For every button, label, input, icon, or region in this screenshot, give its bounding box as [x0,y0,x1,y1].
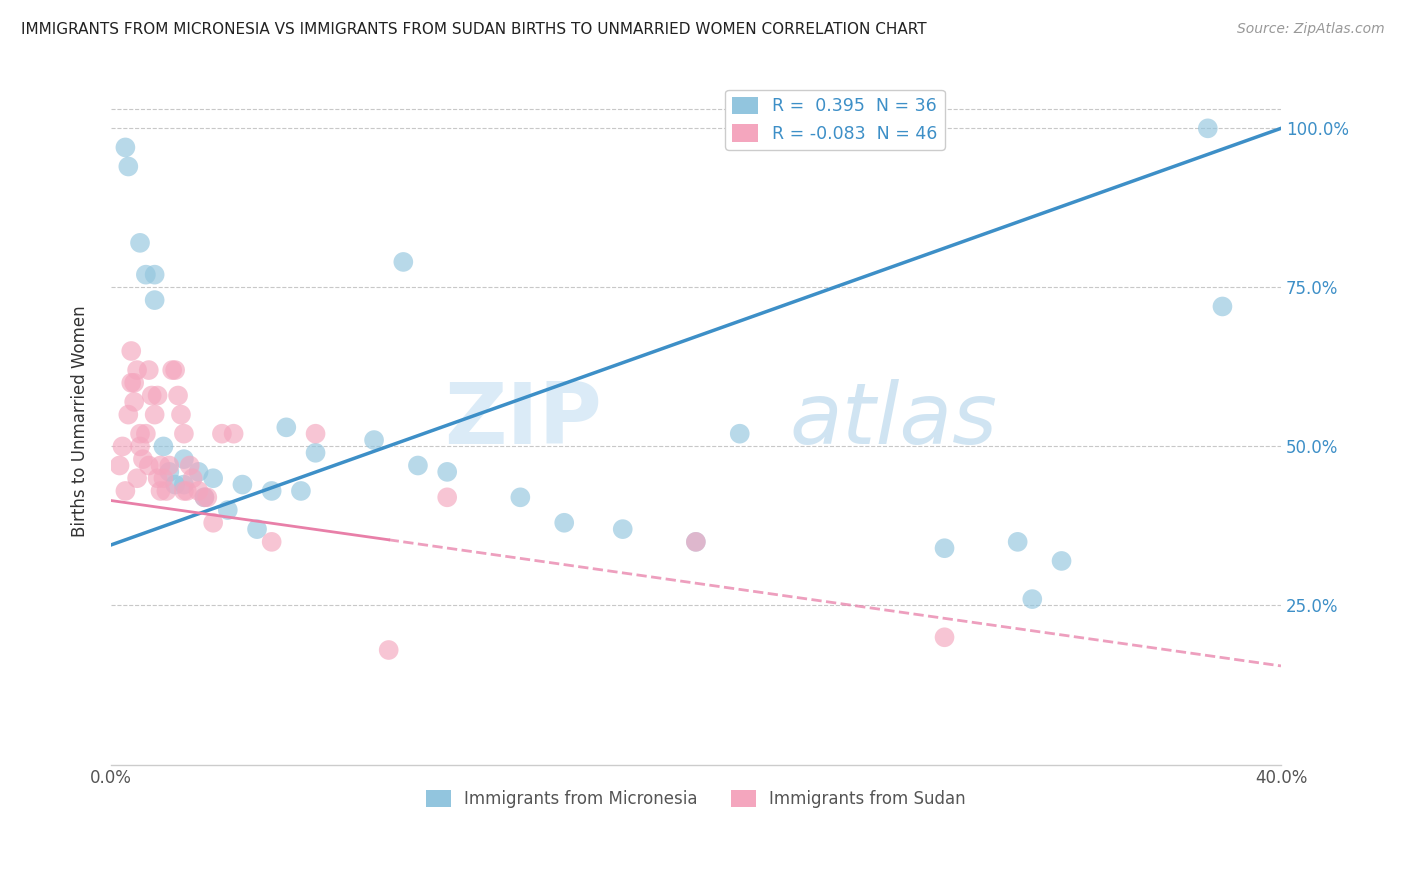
Point [202,516,225,530]
Point [157,465,180,479]
Point [211,426,233,441]
Point [129,235,152,250]
Point [193,491,215,505]
Text: Source: ZipAtlas.com: Source: ZipAtlas.com [1237,22,1385,37]
Point [1021,592,1043,607]
Point [934,541,956,556]
Point [146,471,169,485]
Text: atlas: atlas [790,379,997,462]
Point [129,439,152,453]
Point [406,458,429,473]
Point [202,471,225,485]
Point [160,363,183,377]
Point [141,388,163,402]
Point [170,408,193,422]
Point [108,458,131,473]
Point [167,388,190,402]
Point [173,477,195,491]
Point [135,268,157,282]
Y-axis label: Births to Unmarried Women: Births to Unmarried Women [72,305,89,537]
Point [173,483,195,498]
Point [363,433,385,447]
Point [187,483,209,498]
Point [179,458,201,473]
Point [1211,300,1233,314]
Point [146,388,169,402]
Point [132,452,155,467]
Point [392,255,415,269]
Point [173,426,195,441]
Point [509,491,531,505]
Point [120,343,142,358]
Point [260,483,283,498]
Point [260,534,283,549]
Point [195,491,218,505]
Point [155,483,177,498]
Point [138,458,160,473]
Point [157,458,180,473]
Point [143,293,166,307]
Point [728,426,751,441]
Text: ZIP: ZIP [444,379,602,462]
Point [114,483,136,498]
Point [143,408,166,422]
Point [138,363,160,377]
Point [117,408,139,422]
Point [187,465,209,479]
Point [612,522,634,536]
Point [165,363,187,377]
Point [129,426,152,441]
Point [143,268,166,282]
Point [193,491,215,505]
Point [152,439,174,453]
Point [934,630,956,644]
Point [117,160,139,174]
Point [111,439,134,453]
Point [127,471,149,485]
Point [135,426,157,441]
Point [149,483,172,498]
Point [176,483,198,498]
Point [304,426,326,441]
Legend: Immigrants from Micronesia, Immigrants from Sudan: Immigrants from Micronesia, Immigrants f… [419,783,973,814]
Point [290,483,312,498]
Point [165,477,187,491]
Point [152,471,174,485]
Point [685,534,707,549]
Point [114,140,136,154]
Point [122,395,145,409]
Point [217,503,239,517]
Point [122,376,145,390]
Point [685,534,707,549]
Point [231,477,253,491]
Text: IMMIGRANTS FROM MICRONESIA VS IMMIGRANTS FROM SUDAN BIRTHS TO UNMARRIED WOMEN CO: IMMIGRANTS FROM MICRONESIA VS IMMIGRANTS… [21,22,927,37]
Point [173,452,195,467]
Point [304,446,326,460]
Point [436,491,458,505]
Point [377,643,399,657]
Point [120,376,142,390]
Point [127,363,149,377]
Point [246,522,269,536]
Point [1007,534,1029,549]
Point [553,516,575,530]
Point [1197,121,1219,136]
Point [436,465,458,479]
Point [149,458,172,473]
Point [181,471,204,485]
Point [222,426,245,441]
Point [276,420,298,434]
Point [1050,554,1073,568]
